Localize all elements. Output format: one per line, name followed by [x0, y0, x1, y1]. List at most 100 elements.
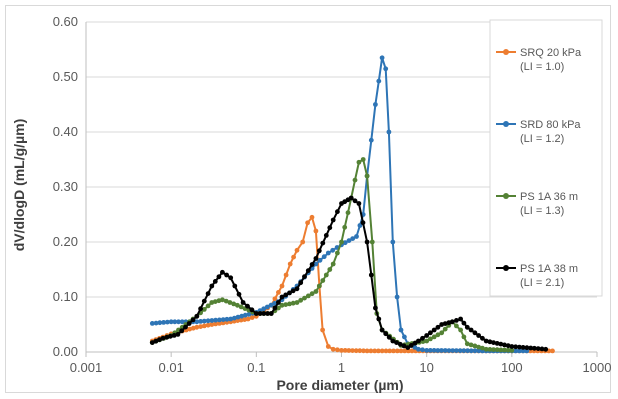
data-point-srq-20-kpa [350, 348, 355, 353]
data-point-srd-80-kpa [398, 327, 404, 333]
data-point-ps-1a-36-m [345, 210, 351, 216]
data-point-srd-80-kpa [232, 315, 237, 321]
legend-sublabel-ps-1a-36-m: (LI = 1.3) [520, 205, 564, 217]
y-tick-label: 0.60 [53, 14, 78, 29]
data-point-ps-1a-36-m [302, 295, 307, 301]
data-point-srd-80-kpa [205, 318, 211, 324]
data-point-ps-1a-36-m [279, 302, 285, 308]
data-point-ps-1a-36-m [320, 278, 326, 283]
data-point-srq-20-kpa [383, 348, 389, 354]
legend-marker-srd-80-kpa [503, 121, 509, 127]
data-point-ps-1a-36-m [298, 297, 304, 303]
data-point-ps-1a-38-m [183, 324, 188, 330]
data-point-ps-1a-38-m [190, 317, 196, 323]
data-point-srq-20-kpa [320, 327, 325, 333]
data-point-ps-1a-38-m [305, 268, 311, 273]
data-point-ps-1a-38-m [309, 262, 315, 267]
data-point-ps-1a-36-m [454, 323, 459, 329]
data-point-srd-80-kpa [325, 250, 331, 256]
data-point-ps-1a-38-m [535, 346, 541, 351]
data-point-ps-1a-38-m [164, 334, 170, 340]
data-point-ps-1a-36-m [491, 347, 496, 352]
data-point-srd-80-kpa [194, 319, 200, 325]
data-point-ps-1a-38-m [494, 341, 500, 346]
data-point-ps-1a-36-m [287, 301, 292, 307]
data-point-ps-1a-38-m [201, 298, 207, 304]
data-point-ps-1a-38-m [212, 279, 218, 284]
data-point-srd-80-kpa [435, 348, 441, 353]
data-point-srd-80-kpa [424, 348, 430, 353]
data-point-srq-20-kpa [238, 317, 244, 323]
data-point-ps-1a-36-m [220, 297, 225, 303]
data-point-srq-20-kpa [276, 290, 281, 295]
data-point-ps-1a-38-m [405, 345, 411, 350]
data-point-ps-1a-38-m [487, 339, 493, 345]
data-point-srq-20-kpa [391, 348, 396, 354]
data-point-ps-1a-38-m [265, 311, 270, 316]
data-point-srd-80-kpa [261, 306, 267, 312]
data-point-srd-80-kpa [386, 129, 392, 135]
data-point-srd-80-kpa [264, 304, 270, 310]
data-point-ps-1a-38-m [236, 291, 242, 297]
data-point-ps-1a-38-m [520, 345, 526, 350]
data-point-srq-20-kpa [357, 348, 363, 354]
data-point-ps-1a-36-m [305, 293, 311, 299]
data-point-ps-1a-38-m [335, 209, 340, 215]
data-point-ps-1a-36-m [509, 348, 515, 353]
data-point-ps-1a-38-m [348, 195, 354, 201]
data-point-ps-1a-36-m [330, 261, 336, 267]
data-point-srq-20-kpa [300, 239, 306, 245]
data-point-ps-1a-38-m [287, 290, 292, 296]
series-lines [149, 55, 555, 354]
x-tick-label: 0.1 [247, 360, 265, 375]
data-point-ps-1a-38-m [186, 321, 192, 326]
data-point-srd-80-kpa [179, 319, 185, 325]
data-point-srq-20-kpa [194, 324, 200, 330]
y-tick-label: 0.00 [53, 344, 78, 359]
data-point-srd-80-kpa [354, 234, 359, 239]
data-point-srq-20-kpa [291, 254, 296, 260]
data-point-srd-80-kpa [330, 247, 336, 253]
y-tick-label: 0.30 [53, 179, 78, 194]
data-point-srq-20-kpa [372, 348, 378, 354]
data-point-srq-20-kpa [217, 321, 222, 326]
data-point-ps-1a-36-m [424, 338, 430, 344]
data-point-ps-1a-38-m [383, 331, 389, 337]
data-point-srd-80-kpa [228, 316, 234, 322]
data-point-srq-20-kpa [283, 272, 289, 278]
data-point-srd-80-kpa [198, 319, 204, 324]
legend-label-ps-1a-36-m: PS 1A 36 m [520, 191, 578, 203]
data-point-ps-1a-36-m [431, 334, 437, 340]
data-point-ps-1a-38-m [327, 225, 333, 231]
y-tick-label: 0.50 [53, 69, 78, 84]
data-point-srq-20-kpa [305, 220, 310, 226]
data-point-ps-1a-38-m [224, 272, 230, 278]
data-point-srd-80-kpa [454, 348, 459, 353]
data-point-ps-1a-38-m [253, 311, 259, 316]
data-point-srq-20-kpa [361, 348, 366, 354]
data-point-ps-1a-38-m [373, 305, 378, 311]
data-point-srd-80-kpa [313, 261, 319, 267]
data-point-srd-80-kpa [321, 254, 327, 260]
data-point-srd-80-kpa [209, 318, 215, 323]
data-point-ps-1a-38-m [428, 330, 433, 336]
data-point-srq-20-kpa [201, 323, 207, 329]
data-point-srd-80-kpa [153, 320, 159, 326]
legend-sublabel-srd-80-kpa: (LI = 1.2) [520, 133, 564, 145]
data-point-ps-1a-38-m [232, 283, 238, 289]
data-point-srq-20-kpa [379, 348, 385, 354]
data-point-ps-1a-36-m [290, 300, 296, 306]
data-point-srq-20-kpa [309, 214, 315, 220]
data-point-srd-80-kpa [457, 348, 463, 354]
data-point-srd-80-kpa [513, 348, 519, 354]
data-point-srd-80-kpa [465, 348, 470, 354]
data-point-ps-1a-36-m [294, 300, 300, 305]
data-point-srq-20-kpa [550, 348, 555, 354]
data-point-srq-20-kpa [394, 348, 400, 354]
data-point-ps-1a-36-m [205, 303, 211, 309]
data-point-ps-1a-38-m [468, 327, 474, 333]
data-point-srq-20-kpa [402, 348, 408, 354]
data-point-ps-1a-36-m [464, 341, 470, 347]
data-point-ps-1a-36-m [483, 346, 489, 352]
data-point-ps-1a-38-m [509, 344, 515, 349]
